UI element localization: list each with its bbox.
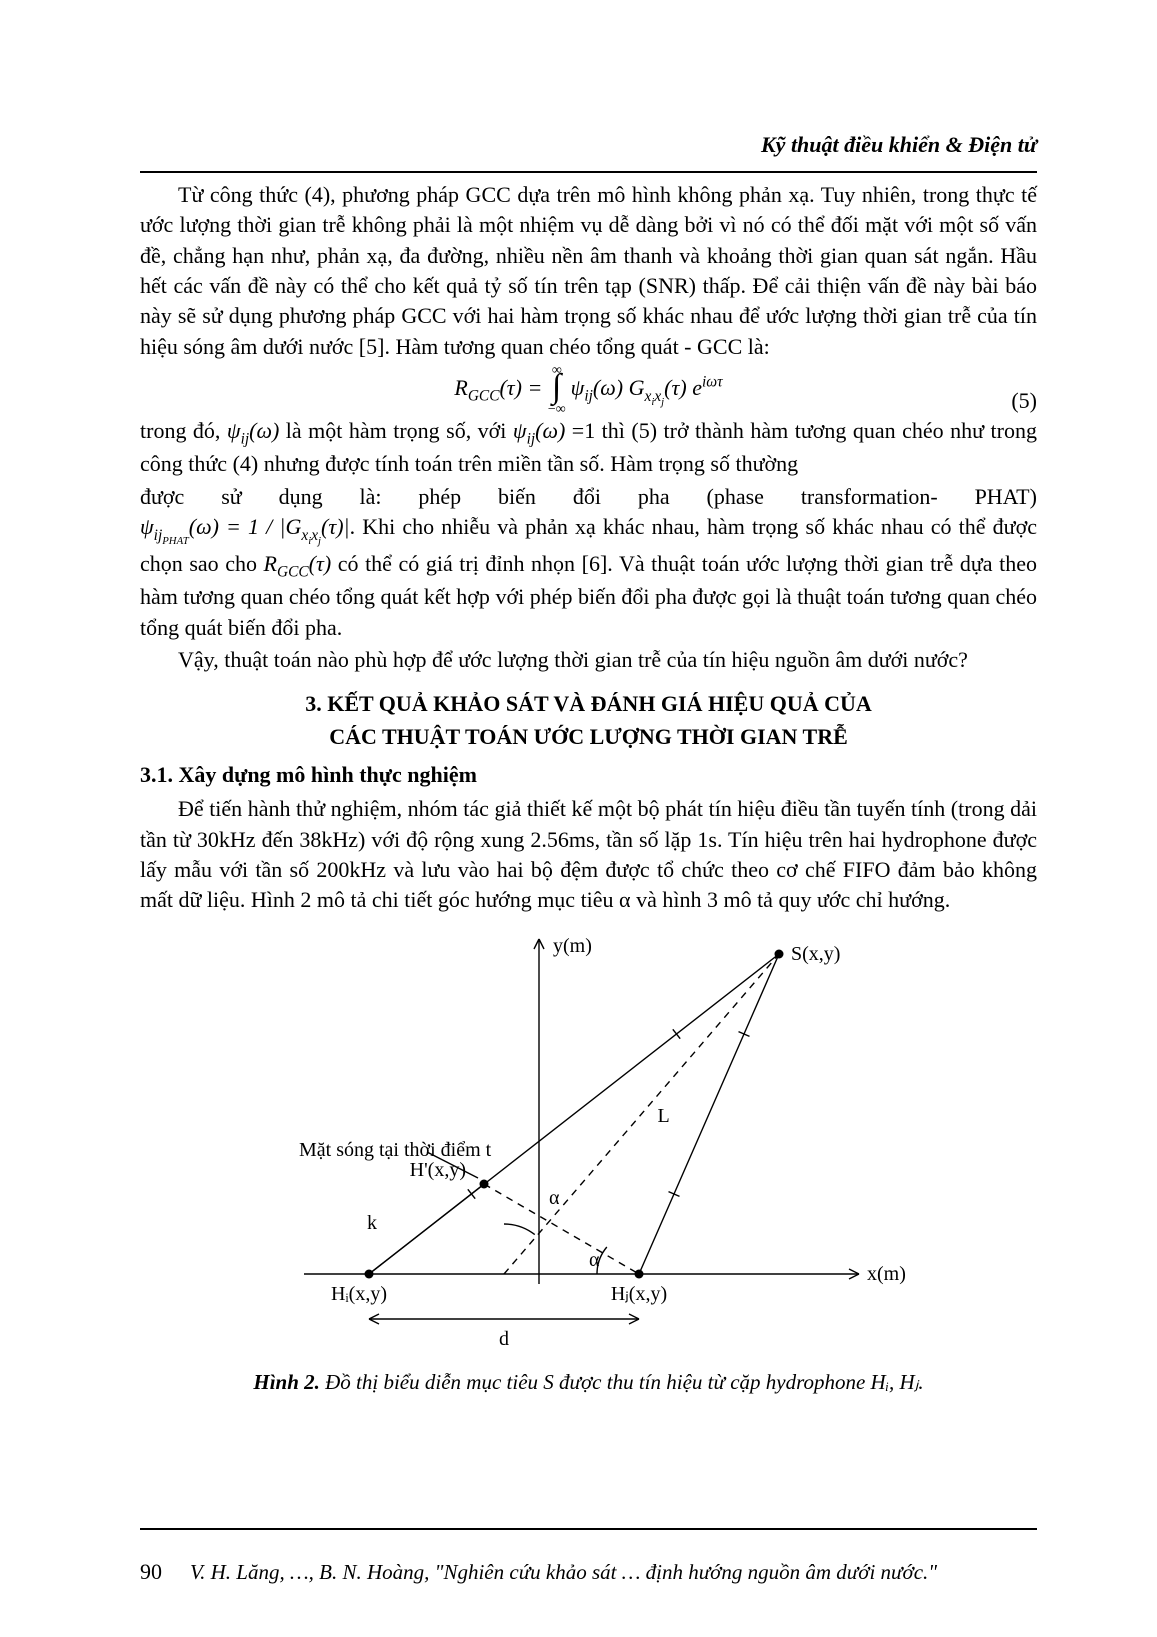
svg-text:x(m): x(m) xyxy=(867,1263,906,1285)
svg-text:S(x,y): S(x,y) xyxy=(791,943,840,965)
svg-text:y(m): y(m) xyxy=(553,935,592,957)
svg-text:H'(x,y): H'(x,y) xyxy=(409,1159,465,1181)
subsection-3-1: 3.1. Xây dựng mô hình thực nghiệm xyxy=(140,760,1037,790)
paragraph-2a: trong đó, ψij(ω) là một hàm trọng số, vớ… xyxy=(140,416,1037,480)
section-3-title-a: 3. KẾT QUẢ KHẢO SÁT VÀ ĐÁNH GIÁ HIỆU QUẢ… xyxy=(140,689,1037,719)
page-number: 90 xyxy=(140,1557,162,1587)
footer-rule xyxy=(140,1528,1037,1530)
figure-2: y(m) x(m) S(x,y) Hᵢ(x,y) Hⱼ(x,y) H'(x,y) Lk d α α… xyxy=(140,924,1037,1362)
figure-2-svg: y(m) x(m) S(x,y) Hᵢ(x,y) Hⱼ(x,y) H'(x,y) Lk d α α… xyxy=(239,924,939,1354)
figure-2-caption-lead: Hình 2. xyxy=(253,1370,320,1394)
svg-text:L: L xyxy=(657,1105,669,1127)
svg-text:Mặt sóng tại thời điểm t: Mặt sóng tại thời điểm t xyxy=(299,1139,492,1161)
paragraph-2b-line: được sử dụng là: phép biến đổi pha (phas… xyxy=(140,482,1037,512)
equation-5: RGCC(τ) = ∞ ∫ −∞ ψij(ω) Gxixj(τ) eiωτ (5… xyxy=(140,372,1037,410)
svg-text:α: α xyxy=(549,1187,560,1209)
svg-text:α: α xyxy=(589,1249,600,1271)
figure-2-caption: Hình 2. Đồ thị biểu diễn mục tiêu S được… xyxy=(140,1368,1037,1397)
content: Từ công thức (4), phương pháp GCC dựa tr… xyxy=(140,130,1037,1397)
running-header: Kỹ thuật điều khiển & Điện tử xyxy=(761,130,1037,160)
equation-5-body: RGCC(τ) = ∞ ∫ −∞ ψij(ω) Gxixj(τ) eiωτ xyxy=(454,375,722,400)
paragraph-4: Để tiến hành thử nghiệm, nhóm tác giả th… xyxy=(140,794,1037,915)
footer-citation: V. H. Lăng, …, B. N. Hoàng, "Nghiên cứu … xyxy=(190,1558,1037,1587)
equation-5-number: (5) xyxy=(1011,386,1037,416)
svg-text:d: d xyxy=(499,1328,509,1350)
figure-2-caption-body: Đồ thị biểu diễn mục tiêu S được thu tín… xyxy=(320,1370,924,1394)
paragraph-3: Vậy, thuật toán nào phù hợp để ước lượng… xyxy=(140,645,1037,675)
paragraph-1: Từ công thức (4), phương pháp GCC dựa tr… xyxy=(140,180,1037,362)
svg-text:k: k xyxy=(367,1212,377,1234)
header-rule xyxy=(140,171,1037,173)
page: Kỹ thuật điều khiển & Điện tử Từ công th… xyxy=(0,0,1157,1637)
svg-text:Hᵢ(x,y): Hᵢ(x,y) xyxy=(330,1283,386,1305)
section-3-title-b: CÁC THUẬT TOÁN ƯỚC LƯỢNG THỜI GIAN TRỄ xyxy=(140,722,1037,752)
paragraph-2c: ψijPHAT(ω) = 1 / |Gxixj(τ)|. Khi cho nhi… xyxy=(140,512,1037,643)
svg-text:Hⱼ(x,y): Hⱼ(x,y) xyxy=(610,1283,666,1305)
